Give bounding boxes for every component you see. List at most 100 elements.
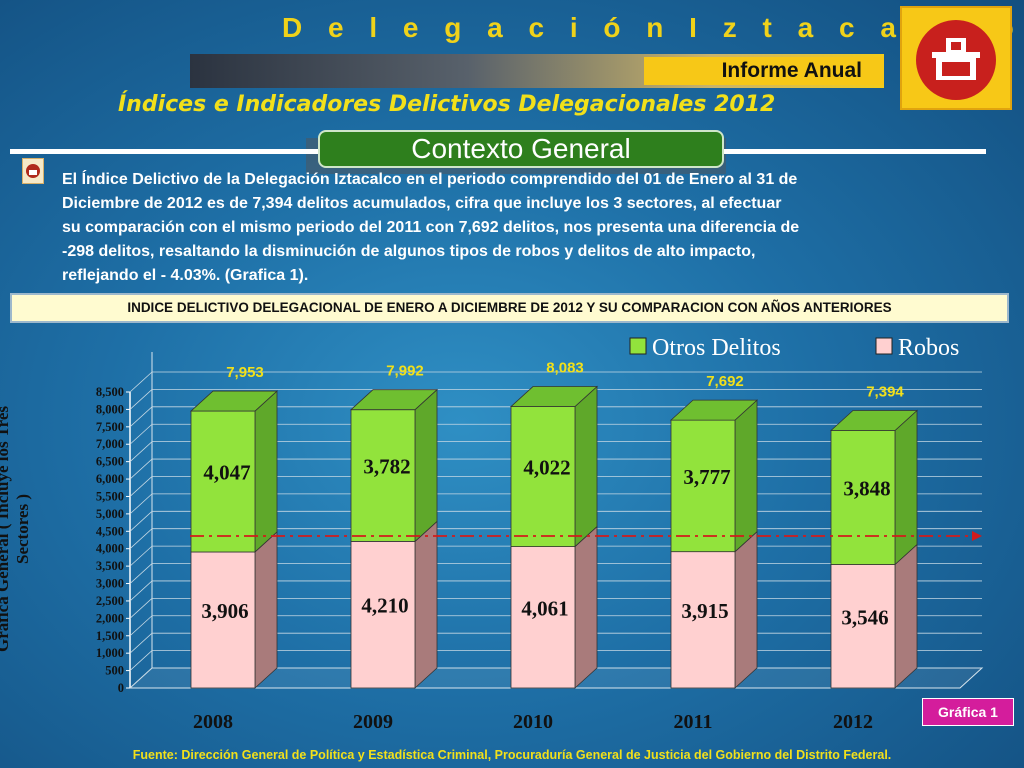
- y-tick-label: 500: [105, 664, 124, 678]
- y-tick-label: 7,000: [96, 437, 124, 451]
- robos-bar-side: [414, 520, 438, 689]
- y-tick-label: 8,500: [96, 385, 124, 399]
- report-label: Informe Anual: [644, 57, 884, 85]
- intro-line: El Índice Delictivo de la Delegación Izt…: [62, 171, 798, 188]
- y-tick-label: 6,000: [96, 472, 124, 486]
- robos-bar-side: [734, 530, 758, 689]
- otros-value-label: 4,022: [523, 456, 570, 480]
- otros-bar: [350, 409, 416, 542]
- gridline: [129, 598, 153, 619]
- y-tick-label: 1,000: [96, 646, 124, 660]
- gridline: [129, 423, 153, 445]
- intro-paragraph: El Índice Delictivo de la Delegación Izt…: [54, 168, 992, 288]
- robos-bar: [670, 551, 736, 689]
- total-value-label: 8,083: [546, 360, 584, 377]
- y-tick-label: 3,500: [96, 559, 124, 573]
- x-category-label: 2011: [674, 711, 713, 733]
- legend-label: Robos: [898, 335, 959, 361]
- otros-bar-side: [734, 399, 758, 553]
- total-value-label: 7,394: [866, 384, 904, 401]
- gridline: [129, 406, 153, 428]
- x-category-label: 2012: [833, 711, 873, 733]
- gridline: [129, 476, 153, 497]
- delegation-logo: [900, 6, 1012, 110]
- gridline: [129, 650, 153, 671]
- robos-bar-side: [254, 531, 278, 689]
- robos-value-label: 4,061: [521, 596, 568, 620]
- total-value-label: 7,992: [386, 363, 424, 380]
- y-tick-label: 4,500: [96, 524, 124, 538]
- y-tick-label: 3,000: [96, 577, 124, 591]
- intro-line: Diciembre de 2012 es de 7,394 delitos ac…: [62, 195, 782, 212]
- legend-swatch: [875, 337, 893, 355]
- source-note: Fuente: Dirección General de Política y …: [132, 748, 892, 762]
- robos-bar: [830, 564, 896, 689]
- otros-bar-side: [254, 390, 278, 553]
- robos-value-label: 3,915: [681, 599, 728, 623]
- otros-bar: [190, 410, 256, 553]
- report-banner: Informe Anual: [190, 54, 884, 88]
- page-subtitle: Índices e Indicadores Delictivos Delegac…: [118, 92, 776, 117]
- gridline: [129, 615, 153, 637]
- x-category-label: 2008: [193, 711, 233, 733]
- robos-bar-side: [894, 543, 918, 689]
- robos-value-label: 4,210: [361, 594, 408, 618]
- y-tick-label: 8,000: [96, 402, 124, 416]
- x-category-label: 2010: [513, 711, 553, 733]
- y-tick-label: 6,500: [96, 455, 124, 469]
- gridline: [129, 545, 153, 567]
- gridline: [129, 510, 153, 532]
- otros-value-label: 3,777: [683, 465, 730, 489]
- intro-line: -298 delitos, resaltando la disminución …: [62, 243, 756, 260]
- otros-value-label: 3,848: [843, 477, 890, 501]
- y-tick-label: 5,000: [96, 507, 124, 521]
- otros-bar-side: [894, 409, 918, 566]
- logo-emblem-icon: [916, 20, 996, 100]
- otros-bar: [830, 430, 896, 565]
- otros-bar-top: [669, 399, 759, 421]
- gridline: [129, 493, 153, 515]
- y-tick-label: 7,500: [96, 420, 124, 434]
- gridline: [129, 632, 153, 654]
- bullet-logo-icon: [22, 158, 44, 184]
- gridline: [129, 580, 153, 602]
- robos-bar: [190, 551, 256, 689]
- y-tick-label: 1,500: [96, 629, 124, 643]
- otros-bar-top: [509, 386, 599, 407]
- chart-header: INDICE DELICTIVO DELEGACIONAL DE ENERO A…: [10, 293, 1009, 323]
- y-tick-label: 4,000: [96, 542, 124, 556]
- legend-label: Otros Delitos: [652, 335, 781, 361]
- total-value-label: 7,692: [706, 373, 744, 390]
- y-tick-label: 2,500: [96, 594, 124, 608]
- robos-bar-side: [574, 525, 598, 689]
- x-category-label: 2009: [353, 711, 393, 733]
- otros-value-label: 3,782: [363, 455, 410, 479]
- reference-line-arrow: [972, 531, 982, 541]
- gridline: [129, 667, 153, 689]
- robos-value-label: 3,906: [201, 599, 248, 623]
- robos-bar: [350, 540, 416, 689]
- gridline: [129, 563, 153, 584]
- section-title: Contexto General: [318, 130, 724, 168]
- otros-bar: [510, 406, 576, 547]
- total-value-label: 7,953: [226, 364, 264, 381]
- gridline: [129, 371, 153, 393]
- otros-bar: [670, 419, 736, 553]
- otros-bar-top: [349, 389, 439, 411]
- y-tick-label: 2,000: [96, 611, 124, 625]
- gridline: [129, 458, 153, 480]
- otros-bar-top: [189, 390, 279, 412]
- chart-badge: Gráfica 1: [922, 698, 1014, 726]
- robos-value-label: 3,546: [841, 605, 888, 629]
- gridline: [129, 389, 153, 410]
- intro-line: su comparación con el mismo periodo del …: [62, 219, 800, 236]
- y-tick-label: 0: [118, 681, 124, 695]
- gridline: [129, 528, 153, 550]
- otros-bar-top: [829, 410, 919, 431]
- legend-swatch: [629, 337, 647, 355]
- otros-bar-side: [574, 385, 598, 548]
- otros-bar-side: [414, 388, 438, 543]
- intro-line: reflejando el - 4.03%. (Grafica 1).: [62, 267, 309, 284]
- otros-value-label: 4,047: [203, 461, 250, 485]
